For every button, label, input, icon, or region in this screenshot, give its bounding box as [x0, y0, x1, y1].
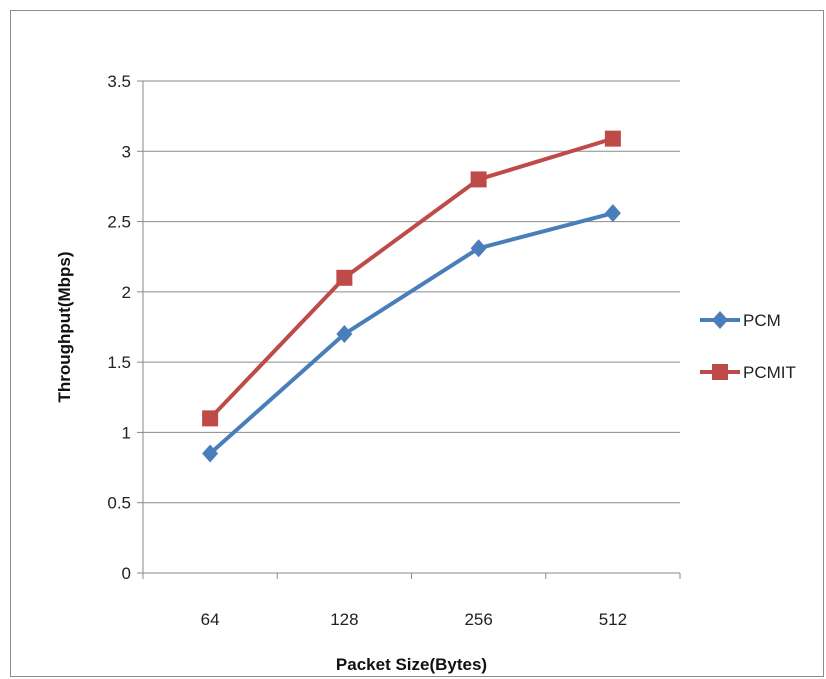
data-point-square — [336, 269, 353, 286]
y-tick-label: 2 — [122, 283, 131, 302]
data-point-square — [202, 410, 219, 427]
y-tick-label: 1 — [122, 423, 131, 442]
y-tick-label: 0 — [122, 564, 131, 583]
x-tick-label: 256 — [464, 610, 492, 629]
series-line — [208, 211, 614, 456]
legend: PCM PCMIT — [700, 311, 796, 382]
legend-label: PCMIT — [743, 363, 796, 382]
legend-item-pcmit: PCMIT — [700, 363, 796, 382]
x-tick-label: 64 — [201, 610, 220, 629]
data-point-square — [470, 171, 487, 188]
y-tick-label: 2.5 — [107, 213, 131, 232]
legend-label: PCM — [743, 311, 781, 330]
legend-diamond-marker — [712, 311, 728, 329]
data-point-square — [604, 130, 621, 147]
data-point-diamond — [470, 239, 487, 258]
y-axis-title: Throughput(Mbps) — [55, 251, 74, 402]
x-tick-label: 128 — [330, 610, 358, 629]
y-tick-label: 3.5 — [107, 72, 131, 91]
data-point-diamond — [202, 444, 219, 463]
y-tick-label: 0.5 — [107, 494, 131, 513]
data-point-diamond — [336, 325, 353, 344]
series-layer — [202, 130, 621, 463]
axes — [137, 80, 681, 579]
series-line — [208, 136, 614, 420]
data-point-diamond — [604, 204, 621, 223]
series-pcmit — [202, 130, 621, 427]
x-axis-title: Packet Size(Bytes) — [336, 655, 487, 674]
chart-frame — [10, 10, 824, 677]
legend-square-marker — [712, 364, 728, 380]
y-tick-label: 1.5 — [107, 353, 131, 372]
x-tick-labels: 64 128 256 512 — [201, 610, 627, 629]
x-tick-label: 512 — [599, 610, 627, 629]
series-pcm — [202, 204, 621, 463]
legend-item-pcm: PCM — [700, 311, 781, 330]
y-tick-label: 3 — [122, 142, 131, 161]
y-tick-labels: 0 0.5 1 1.5 2 2.5 3 3.5 — [107, 72, 131, 583]
